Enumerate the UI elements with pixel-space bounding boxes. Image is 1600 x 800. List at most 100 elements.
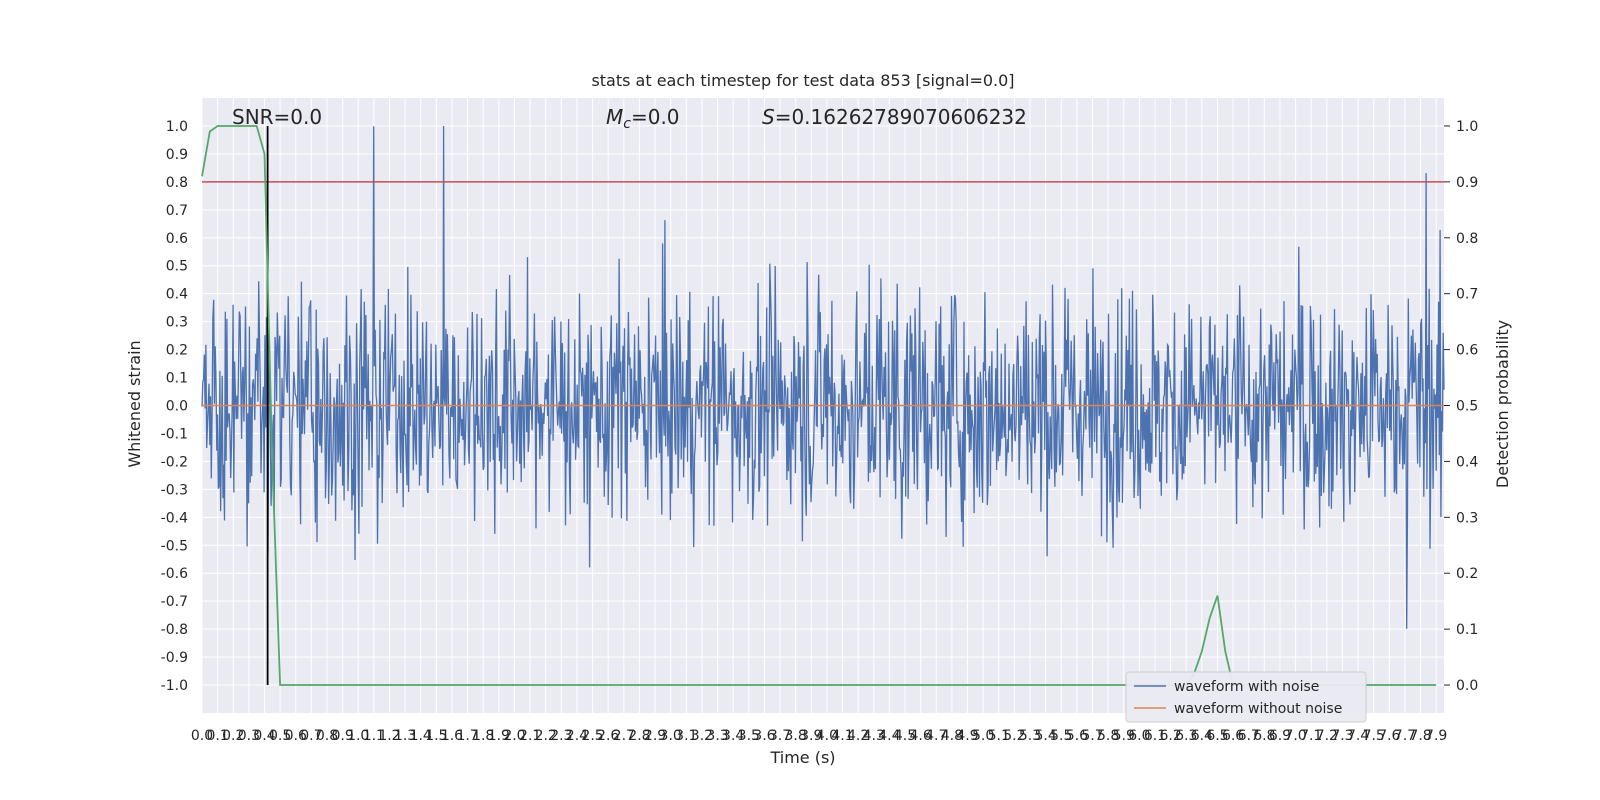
x-tick-label: 6.2: [1159, 728, 1181, 744]
x-tick-label: 3.5: [738, 728, 760, 744]
x-tick-label: 1.8: [472, 728, 494, 744]
x-tick-label: 5.1: [988, 728, 1010, 744]
x-tick-label: 6.7: [1238, 728, 1260, 744]
y-tick-label-left: 0.5: [166, 259, 188, 275]
chirp-mass-annotation: Mc=0.0: [606, 105, 680, 132]
legend-label-noise: waveform with noise: [1174, 679, 1319, 695]
y-tick-label-left: -0.1: [161, 426, 188, 442]
x-tick-label: 4.7: [925, 728, 947, 744]
x-tick-label: 7.9: [1425, 728, 1447, 744]
x-tick-label: 1.6: [441, 728, 463, 744]
x-tick-label: 1.7: [456, 728, 478, 744]
y-tick-label-left: 0.3: [166, 315, 188, 331]
y-tick-label-right: 1.0: [1456, 119, 1478, 135]
y-tick-label-right: 0.7: [1456, 287, 1478, 303]
x-tick-label: 7.6: [1378, 728, 1400, 744]
y-tick-label-right: 0.8: [1456, 231, 1478, 247]
x-tick-label: 2.7: [613, 728, 635, 744]
y-axis-label-left: Whitened strain: [125, 340, 144, 467]
y-tick-label-right: 0.5: [1456, 399, 1478, 415]
x-tick-label: 2.9: [644, 728, 666, 744]
x-tick-label: 3.4: [722, 728, 744, 744]
x-tick-label: 5.6: [1066, 728, 1088, 744]
x-tick-label: 7.4: [1347, 728, 1369, 744]
x-tick-label: 2.3: [550, 728, 572, 744]
x-tick-label: 6.0: [1128, 728, 1150, 744]
x-tick-label: 0.9: [331, 728, 353, 744]
y-tick-label-left: 0.2: [166, 343, 188, 359]
x-tick-label: 2.4: [566, 728, 588, 744]
x-tick-label: 3.9: [800, 728, 822, 744]
x-tick-label: 4.2: [847, 728, 869, 744]
x-tick-label: 0.7: [300, 728, 322, 744]
x-tick-label: 4.5: [894, 728, 916, 744]
x-tick-label: 6.9: [1269, 728, 1291, 744]
y-tick-label-left: 0.6: [166, 231, 188, 247]
y-tick-label-left: -0.3: [161, 482, 188, 498]
x-tick-label: 0.5: [269, 728, 291, 744]
y-tick-label-left: -0.7: [161, 594, 188, 610]
y-tick-label-right: 0.0: [1456, 678, 1478, 694]
x-tick-label: 0.1: [206, 728, 228, 744]
x-tick-label: 2.8: [628, 728, 650, 744]
x-tick-label: 1.2: [378, 728, 400, 744]
x-tick-label: 1.3: [394, 728, 416, 744]
x-tick-label: 4.1: [831, 728, 853, 744]
chirp-mass-subscript: c: [623, 116, 631, 132]
x-tick-label: 0.4: [253, 728, 275, 744]
s-value: =0.16262789070606232: [775, 105, 1027, 129]
lines-layer: [201, 125, 1444, 686]
y-axis-label-right: Detection probability: [1493, 320, 1512, 488]
x-tick-label: 2.1: [519, 728, 541, 744]
x-tick-label: 4.4: [878, 728, 900, 744]
y-tick-label-right: 0.3: [1456, 510, 1478, 526]
y-tick-label-left: -1.0: [161, 678, 188, 694]
x-tick-label: 3.8: [785, 728, 807, 744]
x-tick-label: 6.6: [1222, 728, 1244, 744]
y-tick-label-left: 0.0: [166, 399, 188, 415]
x-tick-label: 3.7: [769, 728, 791, 744]
y-tick-label-right: 0.1: [1456, 622, 1478, 638]
s-symbol: S: [762, 105, 775, 129]
x-tick-label: 7.7: [1394, 728, 1416, 744]
x-tick-label: 0.2: [222, 728, 244, 744]
legend-label-clean: waveform without noise: [1174, 701, 1342, 717]
x-tick-label: 1.9: [488, 728, 510, 744]
x-tick-label: 0.6: [285, 728, 307, 744]
x-tick-label: 7.3: [1331, 728, 1353, 744]
x-tick-label: 2.6: [597, 728, 619, 744]
x-tick-label: 5.9: [1113, 728, 1135, 744]
y-tick-label-left: -0.8: [161, 622, 188, 638]
x-tick-label: 4.8: [941, 728, 963, 744]
y-tick-label-left: -0.9: [161, 650, 188, 666]
x-tick-label: 0.8: [316, 728, 338, 744]
x-tick-label: 4.9: [956, 728, 978, 744]
y-tick-label-left: 1.0: [166, 119, 188, 135]
x-tick-label: 7.2: [1316, 728, 1338, 744]
x-tick-label: 2.0: [503, 728, 525, 744]
x-tick-label: 3.0: [660, 728, 682, 744]
x-tick-label: 0.3: [238, 728, 260, 744]
x-tick-label: 4.3: [863, 728, 885, 744]
x-tick-label: 6.8: [1253, 728, 1275, 744]
x-axis-label: Time (s): [769, 748, 835, 767]
wave-layer: [201, 125, 1445, 629]
y-tick-label-left: -0.5: [161, 538, 188, 554]
ticks-layer: 0.00.10.20.30.40.50.60.70.80.91.01.11.21…: [161, 119, 1479, 744]
y-tick-label-right: 0.2: [1456, 566, 1478, 582]
x-tick-label: 6.5: [1206, 728, 1228, 744]
x-tick-label: 3.2: [691, 728, 713, 744]
x-tick-label: 3.6: [753, 728, 775, 744]
x-tick-label: 5.4: [1034, 728, 1056, 744]
y-tick-label-left: 0.9: [166, 147, 188, 163]
x-tick-label: 4.6: [910, 728, 932, 744]
x-tick-label: 5.8: [1097, 728, 1119, 744]
x-tick-label: 7.1: [1300, 728, 1322, 744]
y-tick-label-left: 0.4: [166, 287, 188, 303]
x-tick-label: 1.0: [347, 728, 369, 744]
x-tick-label: 5.5: [1050, 728, 1072, 744]
y-tick-label-left: -0.6: [161, 566, 188, 582]
x-tick-label: 5.3: [1019, 728, 1041, 744]
x-tick-label: 2.5: [581, 728, 603, 744]
